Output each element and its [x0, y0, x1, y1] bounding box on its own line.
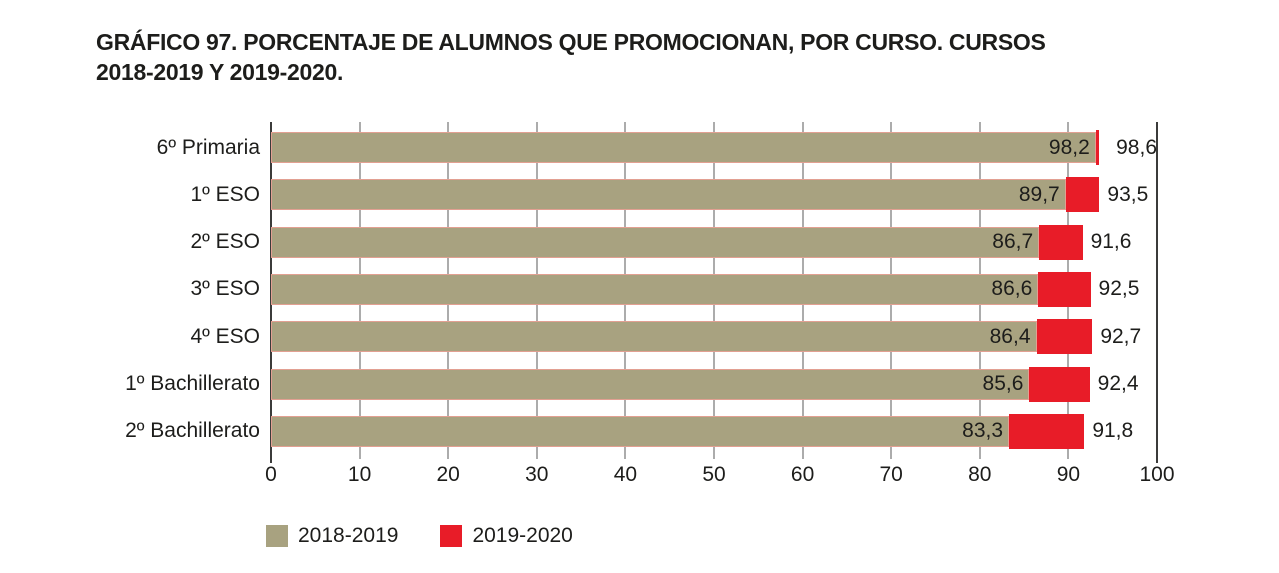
bar-2019-2020	[1065, 177, 1100, 213]
category-label: 4º ESO	[190, 324, 260, 348]
x-tick-label: 100	[1139, 463, 1175, 486]
bar-row: 89,7 93,5	[271, 177, 1157, 213]
category-label: 2º Bachillerato	[125, 419, 260, 443]
value-label-2019-2020: 92,5	[1098, 277, 1140, 301]
x-tick-label: 60	[790, 463, 815, 486]
x-axis-tick-labels: 0 10 20 30 40 50 60 70 80 90 100	[265, 463, 1174, 489]
legend-item-2019-2020: 2019-2020	[440, 524, 573, 548]
value-label-2019-2020: 92,4	[1097, 372, 1139, 395]
x-tick-label: 40	[613, 463, 638, 486]
category-axis: 6º Primaria 1º ESO 2º ESO 3º ESO 4º ESO 1º Ba…	[0, 130, 260, 466]
bar-row: 98,2 98,6	[271, 130, 1157, 165]
x-tick-label: 50	[702, 463, 726, 486]
bar-2019-2020	[1038, 271, 1091, 307]
category-label: 1º Bachillerato	[125, 372, 260, 395]
bar-2018-2019: 98,2	[271, 132, 1096, 163]
bar-2018-2019: 85,6	[271, 368, 1030, 400]
bar-2018-2019: 86,6	[271, 273, 1039, 305]
bar-row: 86,4 92,7	[271, 319, 1157, 355]
category-label: 3º ESO	[190, 277, 260, 301]
bar-2019-2020	[1036, 319, 1093, 355]
x-tick-label: 70	[879, 463, 903, 486]
x-tick-label: 0	[265, 463, 277, 486]
legend-swatch-2018-2019-icon	[266, 525, 288, 547]
category-label: 6º Primaria	[156, 135, 260, 159]
bar-2018-2019: 86,7	[271, 226, 1040, 258]
x-tick-label: 20	[436, 463, 460, 486]
legend: 2018-2019 2019-2020	[266, 524, 573, 548]
value-label-2018-2019: 86,4	[989, 324, 1031, 348]
value-label-2019-2020: 91,6	[1090, 230, 1132, 254]
legend-label-2019-2020: 2019-2020	[472, 524, 573, 547]
value-label-2018-2019: 83,3	[962, 419, 1004, 443]
bar-2019-2020	[1039, 224, 1083, 260]
x-axis-line-100	[1156, 122, 1158, 463]
value-label-2018-2019: 89,7	[1018, 182, 1060, 206]
legend-swatch-2019-2020-icon	[440, 525, 463, 547]
bar-row: 86,7 91,6	[271, 224, 1157, 260]
bar-2018-2019: 86,4	[271, 321, 1037, 353]
legend-item-2018-2019: 2018-2019	[266, 524, 398, 548]
value-label-2019-2020: 93,5	[1107, 182, 1149, 206]
bar-2018-2019: 89,7	[271, 179, 1066, 211]
category-label: 1º ESO	[190, 182, 260, 206]
bar-2019-2020	[1009, 413, 1085, 449]
chart-title: GRÁFICO 97. PORCENTAJE DE ALUMNOS QUE PR…	[96, 29, 1046, 86]
bar-2019-2020	[1029, 366, 1090, 402]
legend-label-2018-2019: 2018-2019	[298, 524, 399, 547]
x-tick-label: 80	[968, 463, 992, 486]
bar-2018-2019: 83,3	[271, 415, 1010, 447]
bar-row: 83,3 91,8	[271, 413, 1157, 449]
value-label-2018-2019: 85,6	[982, 372, 1024, 395]
bars-layer: 98,2 98,6 89,7 93,5 86,7 91,6 86,6 92,5 86,4 92,7…	[271, 130, 1157, 466]
value-label-2019-2020: 98,6	[1116, 135, 1157, 159]
x-tick-label: 10	[347, 463, 372, 486]
bar-row: 86,6 92,5	[271, 271, 1157, 307]
value-label-2018-2019: 86,7	[992, 230, 1034, 254]
value-label-2019-2020: 92,7	[1100, 324, 1142, 348]
bar-2019-2020	[1095, 130, 1100, 165]
bar-row: 85,6 92,4	[271, 366, 1157, 402]
value-label-2018-2019: 86,6	[991, 277, 1033, 301]
x-tick-label: 30	[525, 463, 549, 486]
category-label: 2º ESO	[190, 230, 260, 254]
value-label-2019-2020: 91,8	[1092, 419, 1134, 443]
x-tick-label: 90	[1056, 463, 1081, 486]
value-label-2018-2019: 98,2	[1048, 135, 1090, 159]
